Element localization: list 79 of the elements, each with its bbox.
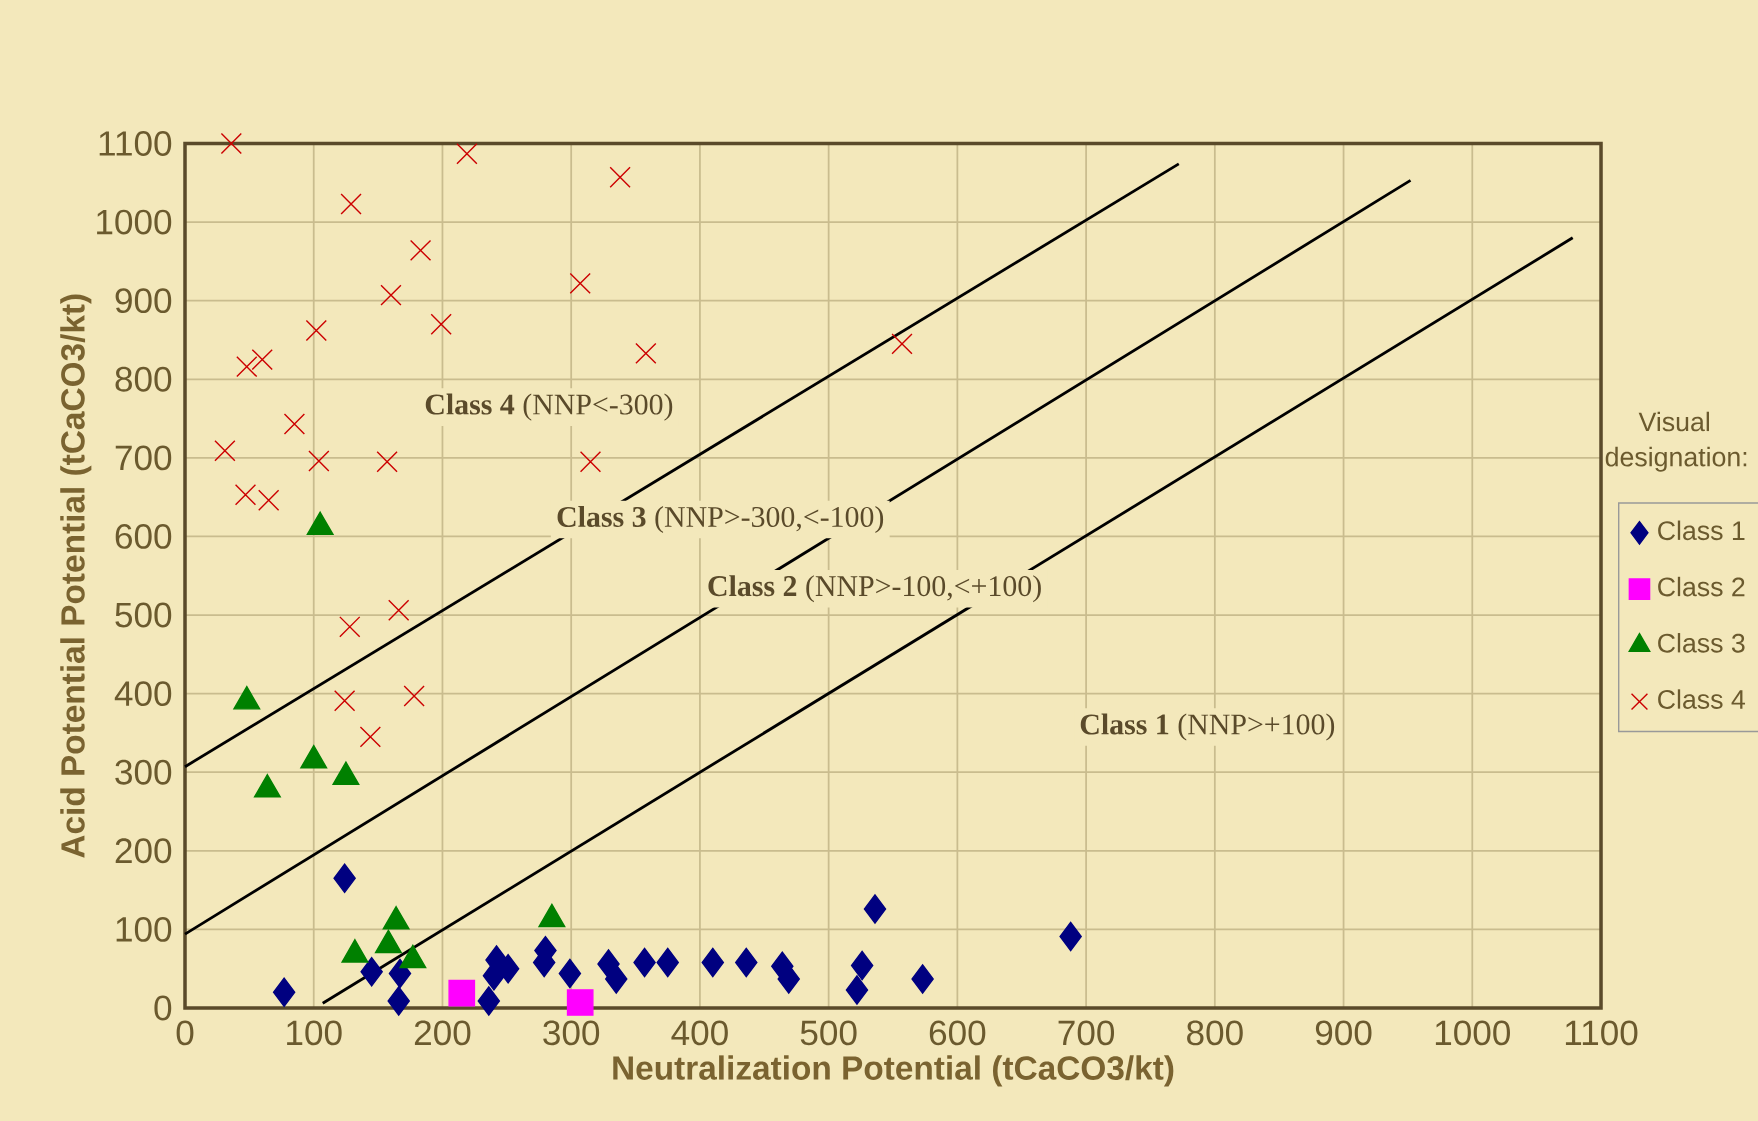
x-tick-label: 600 [929,1020,986,1046]
x-tick-label: 700 [1058,1020,1115,1046]
point [1059,921,1082,952]
x-tick-label: 500 [800,1020,857,1046]
x-tick-label: 400 [671,1020,728,1046]
y-tick-label: 400 [114,681,172,707]
legend-label: Class 1 [1658,520,1745,541]
point [403,685,425,707]
y-tick-label: 300 [115,759,172,785]
y-tick-label: 0 [154,995,172,1021]
point [635,342,657,364]
point [701,947,725,978]
x-axis-title: Neutralization Potential (tCaCO3/kt) [613,1055,1174,1087]
point [735,947,758,978]
point [308,450,330,472]
point [456,143,478,165]
point [604,964,628,994]
point [251,348,273,371]
y-tick-label: 1100 [99,131,172,156]
point [258,489,280,511]
point [409,239,432,262]
point [911,964,934,994]
y-tick-label: 900 [115,288,172,314]
point [656,947,679,978]
point [569,272,591,295]
legend-label: Class 3 [1658,633,1745,653]
point [340,193,362,215]
point [214,440,236,462]
x-tick-label: 200 [414,1020,471,1046]
annotation: Class 3 (NNP>-300,<-100) [557,506,884,534]
x-tick-label: 1100 [1565,1020,1638,1046]
x-tick-label: 1000 [1435,1020,1511,1046]
point [579,451,602,473]
y-tick-label: 100 [116,916,172,942]
point [558,958,582,989]
point [283,413,306,435]
point [305,319,327,342]
point [380,284,402,306]
x-tick-label: 900 [1315,1020,1372,1046]
point [360,957,383,987]
point [387,986,410,1016]
y-tick-label: 200 [115,838,172,864]
point [333,863,356,894]
point [850,950,874,981]
point [891,333,913,355]
point [234,484,257,506]
y-tick-label: 600 [115,524,172,549]
x-tick-label: 0 [176,1020,194,1046]
point [376,451,398,473]
point [388,599,410,621]
legend-label: Class 4 [1658,689,1746,709]
legend-label: Class 2 [1658,576,1745,597]
y-tick-label: 500 [115,602,172,628]
point [845,975,869,1005]
annotation: Class 2 (NNP>-100,<+100) [708,575,1041,603]
y-tick-label: 800 [115,366,172,392]
x-tick-label: 100 [287,1020,342,1046]
point [477,986,501,1016]
point [388,958,412,989]
point [236,356,258,378]
point [333,690,356,712]
point [448,979,476,1007]
point [359,726,382,748]
point [863,894,887,924]
point [220,132,242,155]
annotation: Class 4 (NNP<-300) [425,393,673,421]
x-tick-label: 300 [543,1020,600,1046]
annotation: Class 1 (NNP>+100) [1080,713,1335,741]
point [633,947,656,978]
x-tick-label: 800 [1187,1020,1243,1046]
point [272,977,296,1008]
y-tick-label: 1000 [97,209,172,235]
y-tick-label: 700 [115,445,172,471]
point [566,989,594,1016]
point [609,166,631,188]
point [339,616,361,638]
point [430,313,452,335]
y-axis-title: Acid Potential Potential (tCaCO3/kt) [60,294,92,858]
legend-title: Visual designation: [1605,411,1747,472]
